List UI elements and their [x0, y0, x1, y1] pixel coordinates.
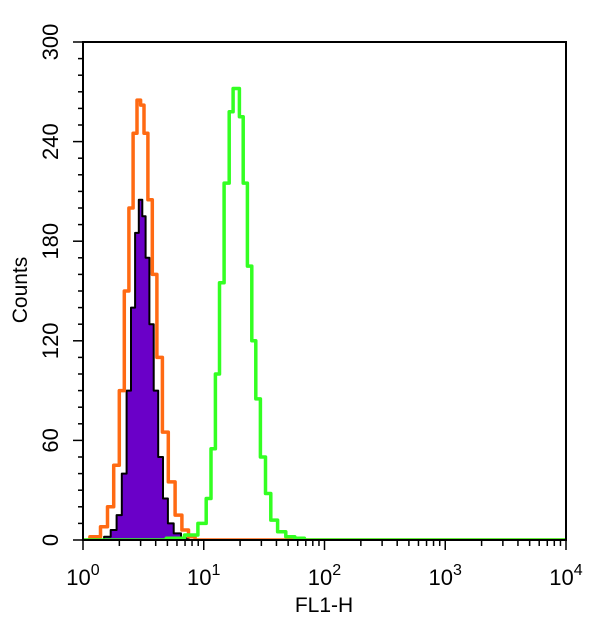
x-tick-label: 100 [66, 562, 99, 590]
x-tick-label-base: 10 [549, 565, 573, 590]
series-group [83, 86, 566, 540]
x-tick-label-exponent: 3 [453, 562, 462, 579]
x-axis-title: FL1-H [295, 594, 353, 617]
y-axis-title: Counts [9, 257, 32, 324]
histogram-line-series-2 [83, 86, 566, 540]
x-tick-label-base: 10 [308, 565, 332, 590]
y-tick-label: 180 [38, 223, 63, 260]
x-tick-label: 103 [429, 562, 462, 590]
x-tick-label: 102 [308, 562, 341, 590]
x-tick-label: 104 [549, 562, 582, 590]
x-tick-label-base: 10 [66, 565, 90, 590]
y-tick-label: 300 [38, 24, 63, 61]
y-tick-label: 240 [38, 123, 63, 160]
x-tick-label-exponent: 0 [91, 562, 100, 579]
y-tick-label: 0 [38, 534, 63, 546]
y-tick-label: 120 [38, 322, 63, 359]
x-tick-label-exponent: 2 [332, 562, 341, 579]
y-axis: 0 60 120 180 240 300 [38, 24, 83, 546]
histogram-line-series-1 [83, 98, 566, 540]
plot-area [83, 86, 566, 540]
x-tick-label: 101 [187, 562, 220, 590]
x-tick-label-base: 10 [187, 565, 211, 590]
x-tick-label-exponent: 4 [574, 562, 583, 579]
x-axis: 100 101 102 103 104 [66, 540, 583, 590]
x-tick-label-exponent: 1 [212, 562, 221, 579]
x-tick-label-base: 10 [429, 565, 453, 590]
histogram-filled-series [99, 198, 193, 540]
y-tick-label: 60 [38, 428, 63, 452]
